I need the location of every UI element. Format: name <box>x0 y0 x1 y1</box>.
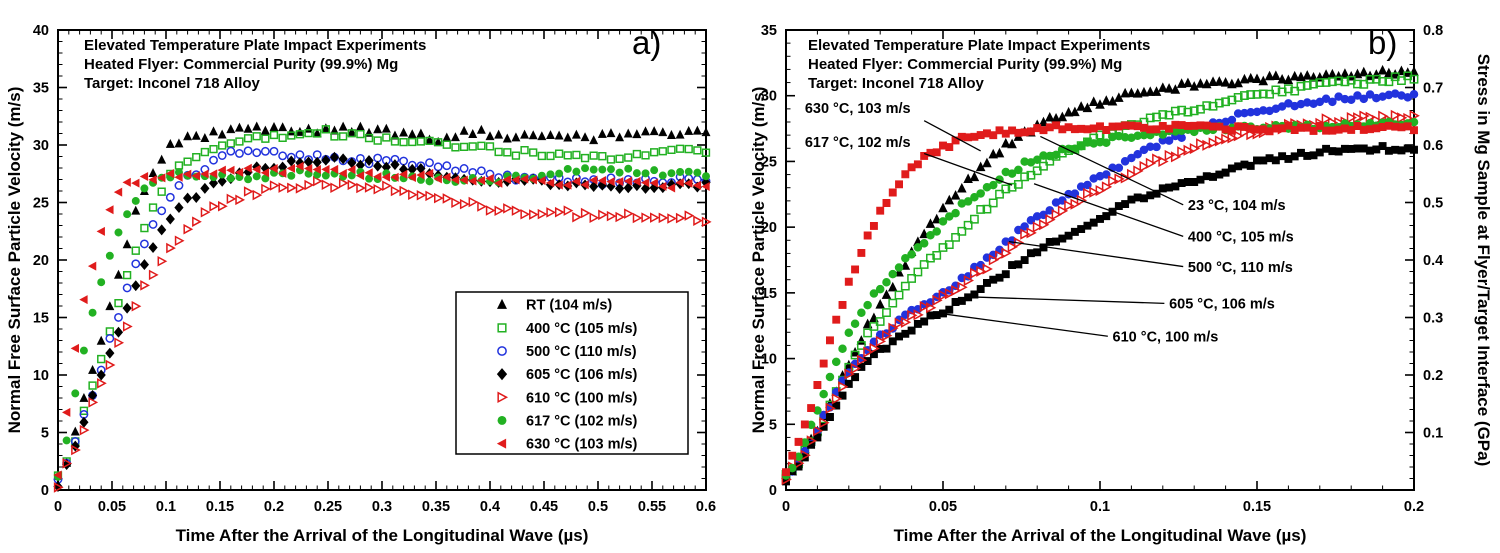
y2-tick-label: 0.2 <box>1423 368 1443 384</box>
y-tick-label: 25 <box>761 154 777 170</box>
x-tick-label: 0.5 <box>588 499 608 515</box>
annotation-line <box>933 311 1108 337</box>
chart-a-title-line-1: Elevated Temperature Plate Impact Experi… <box>84 37 427 54</box>
annotation-label: 400 °C, 105 m/s <box>1188 230 1294 246</box>
y-tick-label: 0 <box>769 483 777 499</box>
x-tick-label: 0 <box>54 499 62 515</box>
annotation-label: 605 °C, 106 m/s <box>1169 297 1275 313</box>
series-630-c-103-m-s <box>782 120 1418 477</box>
y2-tick-label: 0.3 <box>1423 311 1443 327</box>
x-tick-label: 0.3 <box>372 499 392 515</box>
panel-a-corner-label: a) <box>632 24 662 61</box>
annotation-line <box>1008 240 1184 268</box>
annotation-line <box>1033 183 1184 237</box>
annotation-line <box>1040 135 1184 206</box>
panel-b: 0 0.05 0.1 0.15 0.2 0 5 10 15 20 25 30 35 0.1 0.2 0.3 0.… <box>750 0 1500 553</box>
annotation-label: 23 °C, 104 m/s <box>1188 198 1286 214</box>
x-tick-label: 0.15 <box>206 499 234 515</box>
chart-b-title-line-2: Heated Flyer: Commercial Purity (99.9%) … <box>808 56 1123 73</box>
chart-b-header: Elevated Temperature Plate Impact Experi… <box>808 36 1150 93</box>
annotation-label: 630 °C, 103 m/s <box>805 101 911 117</box>
y2-tick-label: 0.7 <box>1423 81 1443 97</box>
y-tick-label: 20 <box>33 253 49 269</box>
series-630-c-103-m-s <box>53 161 710 480</box>
x-tick-label: 0.05 <box>929 499 957 515</box>
y-tick-label: 10 <box>761 352 777 368</box>
annotation-line <box>968 296 1165 305</box>
legend: RT (104 m/s) 400 °C (105 m/s) 500 °C (110 … <box>455 291 689 455</box>
series-400-c-105-m-s <box>53 125 711 480</box>
x-tick-label: 0.45 <box>530 499 558 515</box>
chart-a-x-axis-title: Time After the Arrival of the Longitudin… <box>175 526 589 545</box>
chart-b-title-line-3: Target: Inconel 718 Alloy <box>808 75 984 92</box>
y-tick-label: 5 <box>41 426 49 442</box>
chart-b-title-line-1: Elevated Temperature Plate Impact Experi… <box>808 37 1151 54</box>
y2-tick-label: 0.5 <box>1423 196 1443 212</box>
y-tick-label: 15 <box>33 311 49 327</box>
annotation-label: 610 °C, 100 m/s <box>1113 329 1219 345</box>
y-tick-label: 25 <box>33 196 49 212</box>
annotation-line <box>923 152 1013 186</box>
legend-label: 605 °C (106 m/s) <box>526 367 638 383</box>
x-tick-label: 0.1 <box>156 499 176 515</box>
x-tick-label: 0 <box>782 499 790 515</box>
chart-a-title-line-2: Heated Flyer: Commercial Purity (99.9%) … <box>84 56 399 73</box>
chart-a-title-line-3: Target: Inconel 718 Alloy <box>84 75 260 92</box>
chart-a-header: Elevated Temperature Plate Impact Experi… <box>84 36 426 93</box>
chart-a-y-axis-title: Normal Free Surface Particle Velocity (m… <box>5 86 24 434</box>
y-tick-label: 40 <box>33 23 49 39</box>
chart-b-y2-axis-title: Stress in Mg Sample at Flyer/Target Inte… <box>1474 53 1493 467</box>
x-tick-label: 0.55 <box>638 499 666 515</box>
panel-b-corner-label: b) <box>1368 24 1398 61</box>
chart-a-canvas: 0 0.05 0.1 0.15 0.2 0.25 0.3 0.35 0.4 0.45 0.5 0.55… <box>33 23 716 515</box>
x-tick-label: 0.05 <box>98 499 126 515</box>
y-tick-label: 30 <box>33 138 49 154</box>
y-tick-label: 10 <box>33 368 49 384</box>
x-tick-label: 0.2 <box>1404 499 1424 515</box>
y-tick-label: 5 <box>769 417 777 433</box>
legend-label: 617 °C (102 m/s) <box>526 413 638 429</box>
y-tick-label: 30 <box>761 89 777 105</box>
y2-tick-label: 0.1 <box>1423 426 1443 442</box>
legend-label: 630 °C (103 m/s) <box>526 437 638 453</box>
y2-tick-label: 0.4 <box>1423 253 1443 269</box>
chart-b-y-axis-title: Normal Free Surface Particle Velocity (m… <box>750 86 768 434</box>
y-tick-label: 35 <box>761 23 777 39</box>
series-610-c-100-m-s <box>53 175 712 493</box>
x-tick-label: 0.35 <box>422 499 450 515</box>
legend-label: 610 °C (100 m/s) <box>526 390 638 406</box>
x-tick-label: 0.4 <box>480 499 500 515</box>
y-tick-label: 0 <box>41 483 49 499</box>
y-tick-label: 20 <box>761 220 777 236</box>
chart-b-canvas: 0 0.05 0.1 0.15 0.2 0 5 10 15 20 25 30 35 0.1 0.2 0.3 0.… <box>761 23 1443 515</box>
series-610-c-100-m-s <box>781 109 1420 486</box>
series-605-c-106-m-s <box>782 142 1418 486</box>
x-tick-label: 0.1 <box>1090 499 1110 515</box>
legend-box <box>455 291 689 455</box>
chart-b-x-axis-title: Time After the Arrival of the Longitudin… <box>893 526 1307 545</box>
annotation-line <box>923 120 981 152</box>
x-tick-label: 0.6 <box>696 499 716 515</box>
y-tick-label: 15 <box>761 286 777 302</box>
y2-tick-label: 0.8 <box>1423 23 1443 39</box>
y2-tick-label: 0.6 <box>1423 138 1443 154</box>
legend-label: 500 °C (110 m/s) <box>526 344 637 360</box>
panel-a: 0 0.05 0.1 0.15 0.2 0.25 0.3 0.35 0.4 0.45 0.5 0.55… <box>5 23 716 545</box>
legend-label: 400 °C (105 m/s) <box>526 321 638 337</box>
legend-label: RT (104 m/s) <box>526 298 612 314</box>
x-tick-label: 0.25 <box>314 499 342 515</box>
annotation-label: 617 °C, 102 m/s <box>805 135 911 151</box>
x-tick-label: 0.15 <box>1243 499 1271 515</box>
annotation-label: 500 °C, 110 m/s <box>1188 260 1293 276</box>
series-500-c-110-m-s <box>781 89 1419 482</box>
x-tick-label: 0.2 <box>264 499 284 515</box>
y-tick-label: 35 <box>33 81 49 97</box>
